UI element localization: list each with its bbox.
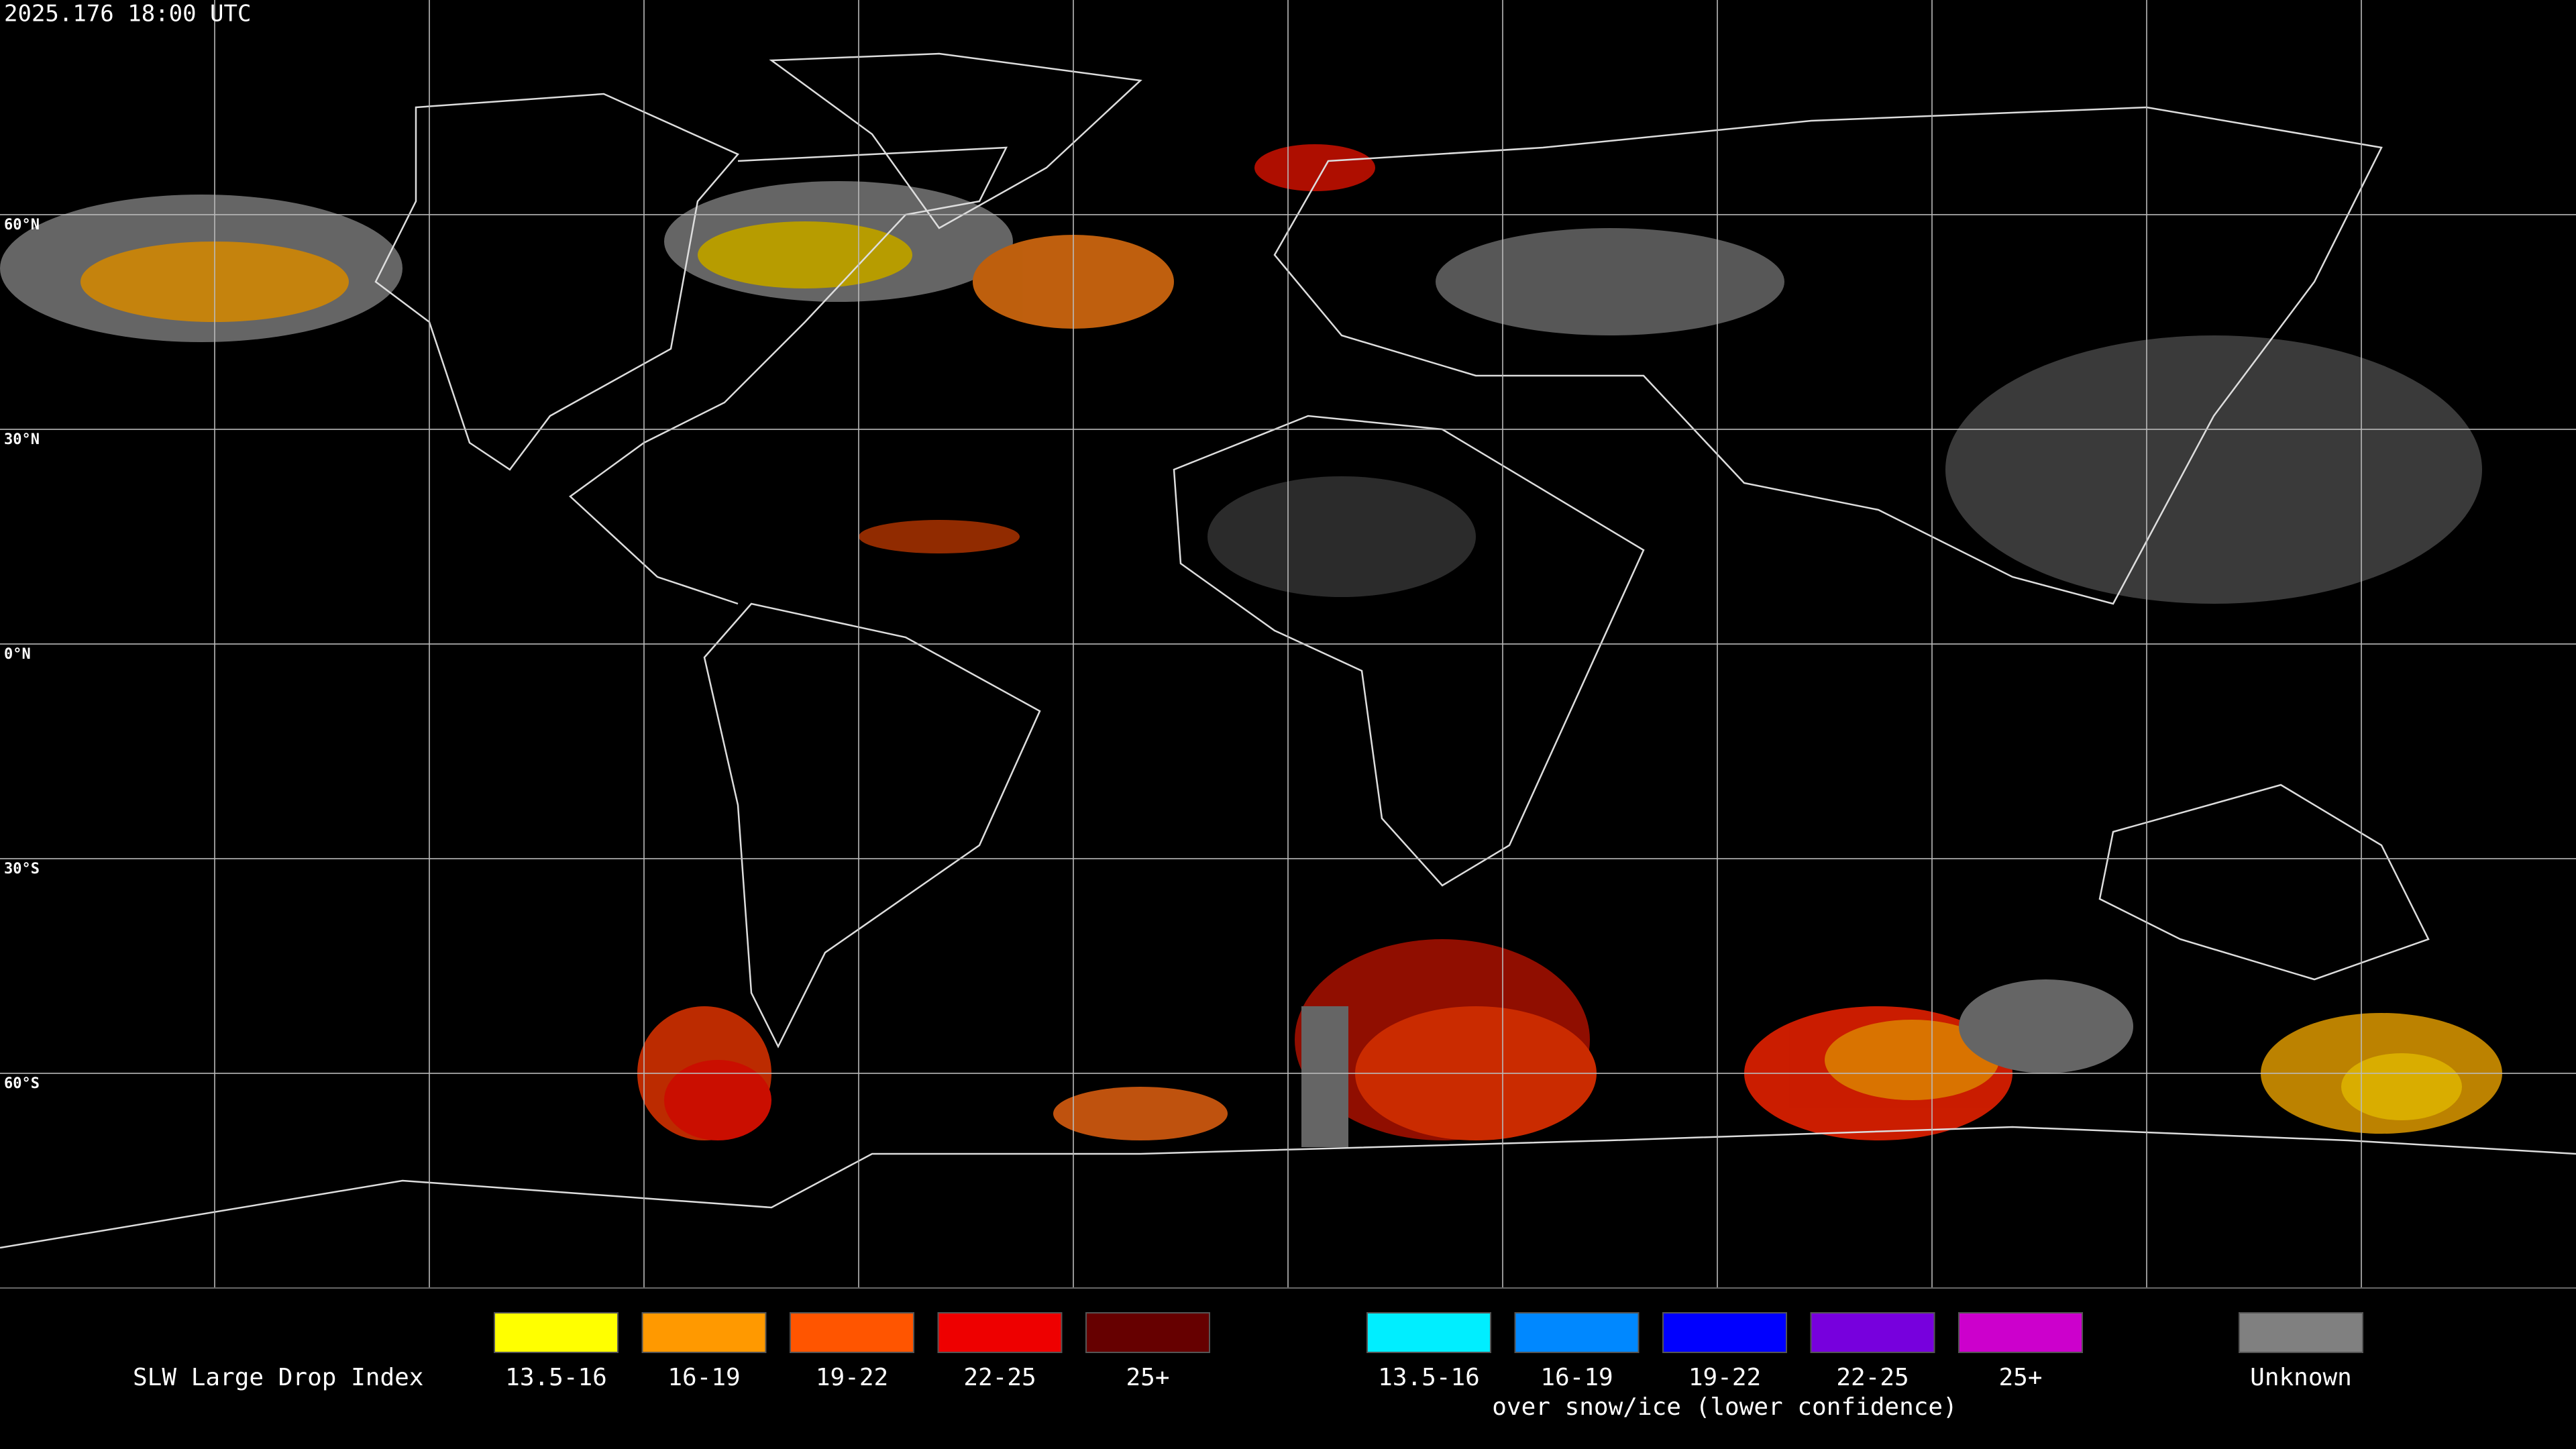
legend-swatch [494, 1312, 619, 1353]
timestamp: 2025.176 18:00 UTC [4, 1, 251, 28]
legend-label: 25+ [1126, 1364, 1169, 1391]
legend-swatch [937, 1312, 1063, 1353]
latitude-label: 30°N [4, 431, 40, 448]
legend-swatch [1085, 1312, 1210, 1353]
legend-label: 16-19 [667, 1364, 740, 1391]
legend-label: Unknown [2250, 1364, 2352, 1391]
cloud-imagery [0, 144, 2502, 1147]
legend-swatch [641, 1312, 767, 1353]
latitude-label: 30°S [4, 861, 40, 877]
legend-swatch [1514, 1312, 1640, 1353]
latitude-label: 60°S [4, 1075, 40, 1092]
coastlines [0, 52, 2576, 1249]
legend-swatch [790, 1312, 914, 1353]
latitude-label: 0°N [4, 646, 31, 663]
legend-swatch [1810, 1312, 1935, 1353]
legend-label: 25+ [1998, 1364, 2042, 1391]
legend-swatch [1366, 1312, 1491, 1353]
latitude-label: 60°N [4, 217, 40, 233]
latitude-labels: 60°N 30°N 0°N 30°S 60°S [4, 217, 40, 1092]
legend-swatch [2239, 1312, 2363, 1353]
legend-label: 19-22 [1688, 1364, 1761, 1391]
legend-label: 13.5-16 [505, 1364, 607, 1391]
legend-label: 16-19 [1540, 1364, 1613, 1391]
legend: SLW Large Drop Index over snow/ice (lowe… [133, 1312, 2363, 1421]
snow-ice-note: over snow/ice (lower confidence) [1492, 1393, 1957, 1421]
legend-label: 13.5-16 [1378, 1364, 1480, 1391]
legend-swatch [1958, 1312, 2083, 1353]
legend-swatch [1662, 1312, 1787, 1353]
map: 60°N 30°N 0°N 30°S 60°S 2025.176 18:00 UTC [0, 0, 2576, 1288]
legend-label: 22-25 [963, 1364, 1036, 1391]
legend-label: 22-25 [1836, 1364, 1909, 1391]
legend-label: 19-22 [816, 1364, 888, 1391]
legend-title: SLW Large Drop Index [133, 1364, 423, 1391]
graticule [0, 0, 2576, 1288]
